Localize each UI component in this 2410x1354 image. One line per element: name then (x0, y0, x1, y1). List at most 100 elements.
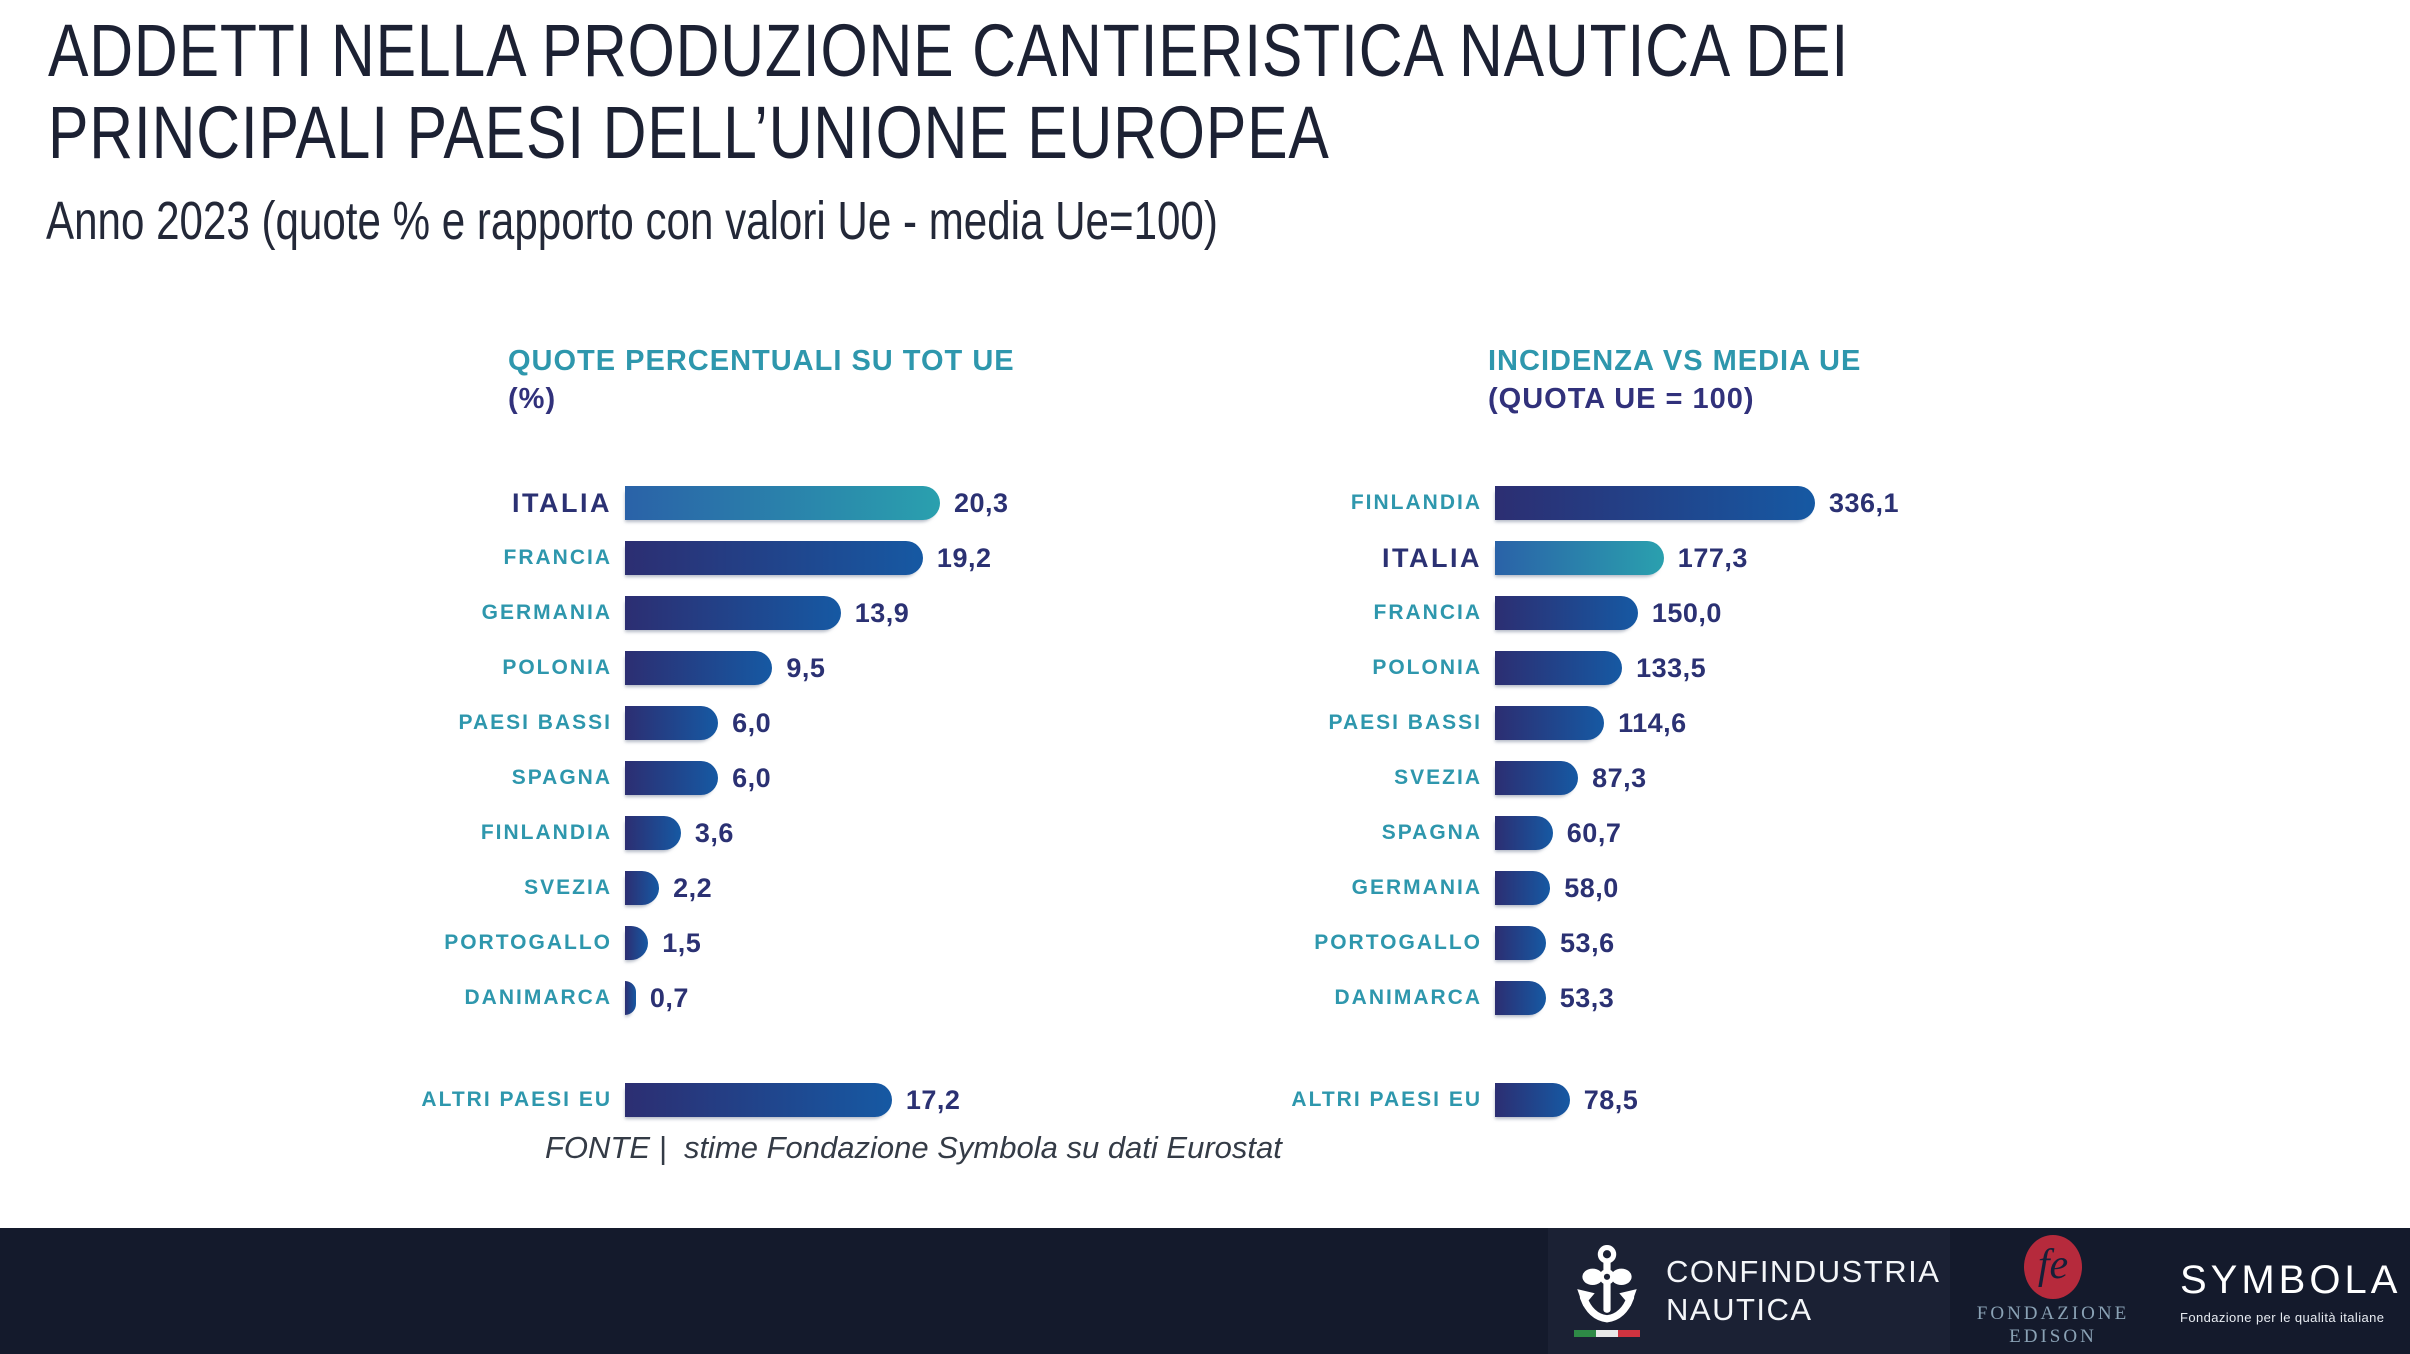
country-label: GERMANIA (1351, 876, 1482, 899)
bar (625, 706, 719, 740)
country-label: SPAGNA (1381, 821, 1482, 844)
bar-row: FRANCIA 19,2 (412, 541, 1009, 575)
confindustria-line2: NAUTICA (1666, 1292, 1813, 1327)
bar (1495, 706, 1605, 740)
confindustria-nautica-wordmark: CONFINDUSTRIA NAUTICA (1666, 1253, 1940, 1329)
country-label: POLONIA (502, 656, 612, 679)
country-label: ALTRI PAESI EU (1291, 1088, 1482, 1111)
symbola-logo: SYMBOLA Fondazione per le qualità italia… (2180, 1228, 2405, 1354)
page-title: ADDETTI NELLA PRODUZIONE CANTIERISTICA N… (48, 10, 2196, 174)
bar (1495, 926, 1547, 960)
symbola-tagline: Fondazione per le qualità italiane (2180, 1309, 2385, 1325)
country-label: FRANCIA (503, 546, 612, 569)
edison-oval-icon: fe (2024, 1234, 2082, 1299)
bar (625, 761, 719, 795)
source-note: FONTE | stime Fondazione Symbola su dati… (545, 1130, 1282, 1165)
country-label: ITALIA (1382, 542, 1482, 573)
bar (625, 1083, 892, 1117)
bar-rows: ITALIA 20,3 FRANCIA 19,2 GERMANIA 13,9 POLONIA… (412, 486, 1009, 1117)
bar-row: ITALIA 20,3 (412, 486, 1009, 520)
bar-row: DANIMARCA 53,3 (1282, 981, 1899, 1015)
bar (1495, 486, 1815, 520)
bar-row: SVEZIA 87,3 (1282, 761, 1899, 795)
edison-monogram: fe (2037, 1241, 2069, 1288)
country-label: FINLANDIA (480, 821, 612, 844)
bar (625, 816, 681, 850)
page-subtitle: Anno 2023 (quote % e rapporto con valori… (46, 191, 1218, 251)
bar (1495, 651, 1623, 685)
right-chart-unit: (QUOTA UE = 100) (1488, 383, 1755, 415)
bar (625, 596, 841, 630)
bar-row: ALTRI PAESI EU 17,2 (412, 1083, 1009, 1117)
left-chart-header: QUOTE PERCENTUALI SU TOT UE (%) (508, 342, 1015, 418)
bar (1495, 541, 1664, 575)
value-label: 177,3 (1677, 542, 1748, 573)
bar (1495, 816, 1553, 850)
value-label: 53,6 (1560, 927, 1615, 958)
edison-wordmark: FONDAZIONE EDISON (1977, 1302, 2129, 1348)
edison-line1: FONDAZIONE (1976, 1302, 2130, 1324)
country-label: ITALIA (512, 487, 612, 518)
country-label: FRANCIA (1373, 601, 1482, 624)
bar-row: FINLANDIA 3,6 (412, 816, 1009, 850)
country-label: PORTOGALLO (1314, 931, 1482, 954)
bar-row: FRANCIA 150,0 (1282, 596, 1899, 630)
anchor-propeller-icon (1574, 1245, 1640, 1337)
country-label: SVEZIA (524, 876, 612, 899)
bar-row: PORTOGALLO 53,6 (1282, 926, 1899, 960)
value-label: 58,0 (1564, 872, 1619, 903)
value-label: 3,6 (694, 817, 734, 848)
bar-row: PORTOGALLO 1,5 (412, 926, 1009, 960)
bar-row: PAESI BASSI 6,0 (412, 706, 1009, 740)
row-gap (412, 1036, 1009, 1083)
country-label: SPAGNA (511, 766, 612, 789)
confindustria-nautica-logo: CONFINDUSTRIA NAUTICA (1548, 1228, 1950, 1354)
country-label: PAESI BASSI (458, 711, 612, 734)
bar (1495, 981, 1546, 1015)
value-label: 13,9 (854, 597, 910, 628)
page-title-line2: PRINCIPALI PAESI DELL’UNIONE EUROPEA (48, 91, 1330, 174)
value-label: 53,3 (1559, 982, 1615, 1013)
bar-row: ALTRI PAESI EU 78,5 (1282, 1083, 1899, 1117)
country-label: PORTOGALLO (444, 931, 612, 954)
bar-row: GERMANIA 58,0 (1282, 871, 1899, 905)
country-label: ALTRI PAESI EU (421, 1088, 612, 1111)
bar-row: POLONIA 133,5 (1282, 651, 1899, 685)
country-label: FINLANDIA (1350, 491, 1482, 514)
value-label: 19,2 (936, 542, 992, 573)
bar-row: GERMANIA 13,9 (412, 596, 1009, 630)
bar-row: SPAGNA 6,0 (412, 761, 1009, 795)
left-chart-unit: (%) (508, 383, 557, 415)
confindustria-line1: CONFINDUSTRIA (1666, 1254, 1941, 1289)
value-label: 20,3 (954, 487, 1009, 518)
value-label: 87,3 (1592, 762, 1647, 793)
bar (625, 651, 773, 685)
bar (625, 871, 660, 905)
bar (625, 981, 636, 1015)
value-label: 150,0 (1651, 597, 1722, 628)
value-label: 336,1 (1829, 487, 1900, 518)
bar-row: SPAGNA 60,7 (1282, 816, 1899, 850)
value-label: 17,2 (905, 1084, 961, 1115)
country-label: GERMANIA (481, 601, 612, 624)
country-label: PAESI BASSI (1328, 711, 1482, 734)
country-label: DANIMARCA (1334, 986, 1482, 1009)
bar-row: PAESI BASSI 114,6 (1282, 706, 1899, 740)
bar-row: FINLANDIA 336,1 (1282, 486, 1899, 520)
value-label: 2,2 (673, 872, 713, 903)
value-label: 1,5 (662, 927, 702, 958)
bar (1495, 871, 1551, 905)
value-label: 114,6 (1618, 707, 1687, 738)
symbola-wordmark: SYMBOLA (2180, 1257, 2402, 1302)
bar-row: POLONIA 9,5 (412, 651, 1009, 685)
right-chart-header: INCIDENZA VS MEDIA UE (QUOTA UE = 100) (1488, 342, 1861, 418)
left-chart-title: QUOTE PERCENTUALI SU TOT UE (508, 345, 1015, 377)
bar (1495, 596, 1638, 630)
footer-bar: CONFINDUSTRIA NAUTICA fe FONDAZIONE EDIS… (0, 1228, 2410, 1354)
right-bar-chart: FINLANDIA 336,1 ITALIA 177,3 FRANCIA 150,0 POL… (1282, 486, 1899, 1138)
row-gap (1282, 1036, 1899, 1083)
bar (625, 926, 649, 960)
value-label: 9,5 (786, 652, 826, 683)
italian-flag-icon (1574, 1330, 1640, 1337)
